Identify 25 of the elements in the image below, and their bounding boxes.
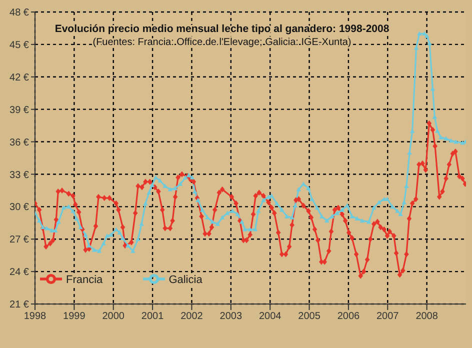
x-tick-label: 2002	[180, 311, 204, 322]
x-tick-label: 1998	[24, 311, 47, 322]
y-tick-label: 45 €	[10, 40, 30, 51]
y-tick-label: 39 €	[10, 104, 30, 116]
y-tick-label: 24 €	[10, 267, 30, 278]
x-tick-label: 1999	[63, 311, 86, 322]
text: (Fuentes: Francia: Office de l'Elevage; Galicia: IGE-Xunta)	[92, 37, 352, 48]
x-tick-label: 2008	[416, 311, 438, 322]
x-tick-label: 2005	[298, 311, 321, 322]
y-tick-label: 42 €	[10, 72, 30, 84]
x-tick-label: 2004	[258, 311, 282, 322]
text: Evolución precio medio mensual leche tipo al ganadero: 1998-2008	[54, 23, 390, 35]
legend-label: Galicia	[168, 274, 202, 286]
y-tick-label: 36 €	[10, 137, 30, 148]
y-tick-label: 33 €	[10, 170, 30, 181]
x-tick-label: 2000	[102, 311, 125, 322]
x-tick-label: 2003	[220, 311, 242, 322]
legend-label: Francia	[66, 274, 103, 286]
x-tick-label: 2007	[376, 311, 400, 322]
y-tick-label: 48 €	[10, 8, 30, 19]
x-tick-label: 2001	[141, 311, 164, 322]
y-tick-label: 21 €	[10, 300, 30, 311]
y-tick-label: 30 €	[10, 202, 30, 214]
y-tick-label: 27 €	[10, 234, 30, 246]
x-tick-label: 2006	[337, 311, 360, 322]
